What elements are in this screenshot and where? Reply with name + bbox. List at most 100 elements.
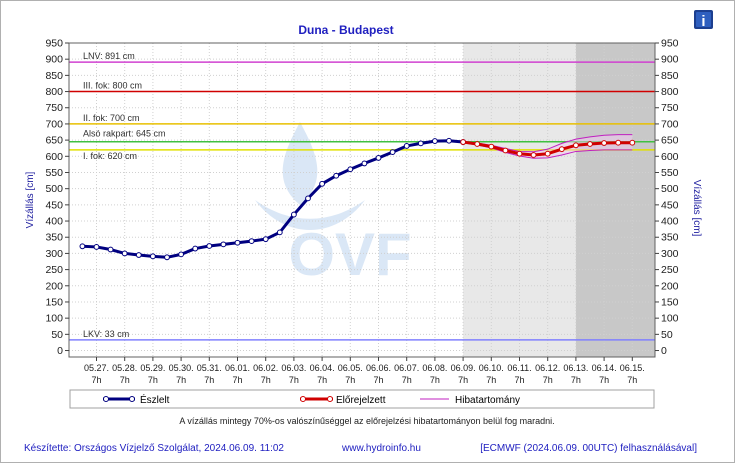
observed-point [121, 250, 128, 257]
x-tick-label: 06.04. [310, 363, 335, 373]
chart-title: Duna - Budapest [298, 23, 393, 37]
x-tick-hour-label: 7h [599, 375, 609, 385]
x-tick-hour-label: 7h [486, 375, 496, 385]
observed-point [389, 149, 396, 155]
forecast-point [629, 139, 636, 146]
y-tick-label-left: 650 [45, 135, 63, 147]
x-tick-label: 06.06. [366, 363, 391, 373]
observed-point [192, 245, 199, 252]
x-tick-label: 06.07. [394, 363, 419, 373]
y-tick-label-right: 850 [661, 70, 679, 82]
legend-error-range-label: Hibatartomány [455, 395, 520, 406]
forecast-point [474, 141, 481, 147]
x-tick-label: 06.03. [281, 363, 306, 373]
level-label: Alsó rakpart: 645 cm [83, 129, 166, 139]
x-tick-label: 06.15. [620, 363, 645, 373]
x-tick-hour-label: 7h [91, 375, 101, 385]
y-tick-label-left: 450 [45, 199, 63, 211]
forecast-point [615, 139, 622, 146]
y-tick-label-right: 750 [661, 102, 679, 114]
x-tick-label: 06.02. [253, 363, 278, 373]
level-label: LNV: 891 cm [83, 51, 135, 61]
x-tick-hour-label: 7h [373, 375, 383, 385]
observed-line [82, 139, 464, 259]
forecast-point [558, 146, 565, 153]
y-tick-label-right: 900 [661, 54, 679, 66]
x-tick-label: 06.10. [479, 363, 504, 373]
x-tick-hour-label: 7h [543, 375, 553, 385]
footnote: A vízállás mintegy 70%-os valószínűségge… [179, 416, 554, 426]
y-tick-label-left: 850 [45, 70, 63, 82]
x-tick-label: 06.01. [225, 363, 250, 373]
x-tick-hour-label: 7h [176, 375, 186, 385]
forecast-point [502, 147, 509, 154]
observed-point [347, 166, 354, 173]
y-tick-label-left: 150 [45, 296, 63, 308]
y-tick-label-right: 250 [661, 264, 679, 276]
legend: Észlelt Előrejelzett Hibatartomány [69, 389, 655, 409]
y-tick-label-right: 300 [661, 248, 679, 260]
observed-point [361, 160, 368, 167]
x-tick-label: 05.29. [140, 363, 165, 373]
legend-observed: Észlelt [103, 393, 170, 406]
y-tick-label-right: 100 [661, 313, 679, 325]
x-tick-hour-label: 7h [430, 375, 440, 385]
y-tick-label-right: 450 [661, 199, 679, 211]
level-label: I. fok: 620 cm [83, 151, 137, 161]
x-tick-label: 05.30. [169, 363, 194, 373]
observed-point [93, 244, 100, 250]
y-tick-label-right: 500 [661, 183, 679, 195]
forecast-point [516, 150, 523, 157]
legend-error-range: Hibatartomány [420, 395, 520, 406]
forecast-point [601, 140, 607, 146]
legend-observed-label: Észlelt [140, 393, 170, 406]
observed-point [403, 143, 410, 149]
y-tick-label-right: 550 [661, 167, 679, 179]
x-tick-hour-label: 7h [148, 375, 158, 385]
level-label: LKV: 33 cm [83, 329, 129, 339]
x-tick-hour-label: 7h [232, 375, 242, 385]
observed-point [432, 138, 438, 144]
observed-point [305, 195, 311, 202]
y-tick-label-left: 750 [45, 102, 63, 114]
observed-point [234, 239, 241, 246]
y-tick-label-left: 800 [45, 86, 63, 98]
observed-point [319, 180, 326, 187]
x-tick-label: 06.14. [592, 363, 617, 373]
y-tick-label-right: 700 [661, 118, 679, 130]
y-tick-label-left: 50 [51, 329, 63, 341]
x-tick-hour-label: 7h [345, 375, 355, 385]
svg-text:i: i [701, 13, 705, 30]
x-tick-hour-label: 7h [261, 375, 271, 385]
legend-forecast: Előrejelzett [300, 395, 386, 406]
footer-credit: Készítette: Országos Vízjelző Szolgálat,… [24, 443, 284, 454]
y-tick-label-right: 650 [661, 135, 679, 147]
x-tick-label: 05.27. [84, 363, 109, 373]
x-tick-label: 05.28. [112, 363, 137, 373]
forecast-point [530, 152, 537, 158]
y-tick-label-right: 950 [661, 38, 679, 50]
y-tick-label-right: 400 [661, 216, 679, 228]
y-tick-label-left: 400 [45, 216, 63, 228]
observed-point [178, 251, 185, 258]
x-tick-hour-label: 7h [120, 375, 130, 385]
y-tick-label-right: 0 [661, 345, 667, 357]
x-tick-hour-label: 7h [204, 375, 214, 385]
y-tick-label-left: 100 [45, 313, 63, 325]
y-tick-label-left: 600 [45, 151, 63, 163]
info-icon[interactable]: i [694, 10, 713, 30]
y-tick-label-left: 200 [45, 280, 63, 292]
y-tick-label-left: 500 [45, 183, 63, 195]
plot-border [68, 42, 656, 358]
y-tick-label-right: 350 [661, 232, 679, 244]
x-tick-hour-label: 7h [627, 375, 637, 385]
observed-point [164, 254, 170, 261]
y-tick-label-left: 550 [45, 167, 63, 179]
forecast-point [460, 139, 467, 145]
observed-point [150, 253, 156, 260]
x-tick-label: 06.08. [422, 363, 447, 373]
x-tick-label: 06.05. [338, 363, 363, 373]
footer-website[interactable]: www.hydroinfo.hu [341, 443, 421, 454]
ovf-watermark: OVF [255, 122, 412, 288]
level-label: II. fok: 700 cm [83, 113, 140, 123]
